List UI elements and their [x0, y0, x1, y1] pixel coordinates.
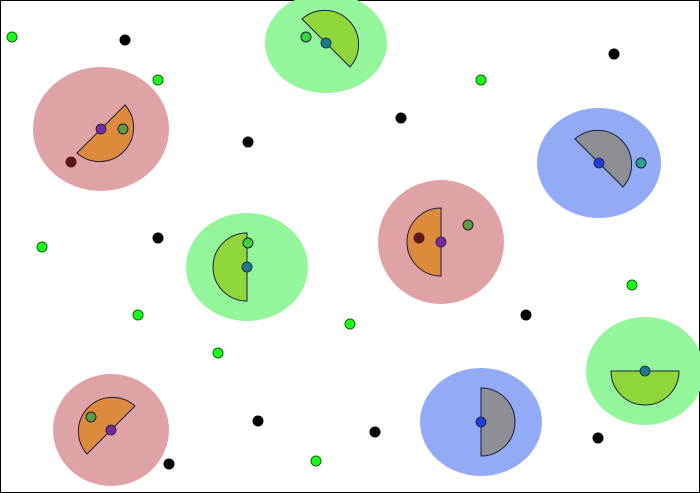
poison-pellet — [242, 136, 254, 148]
agent-red-1 — [33, 67, 169, 191]
food-pellet — [344, 318, 356, 330]
food-pellet — [132, 309, 144, 321]
agent-red-3 — [53, 374, 169, 486]
agent-blue-2 — [420, 368, 542, 476]
agent-red-3-eye — [105, 424, 117, 436]
poison-pellet — [252, 415, 264, 427]
agent-red-2-body — [406, 207, 442, 277]
agent-green-2 — [186, 213, 308, 321]
agent-red-2-eye — [435, 236, 447, 248]
food-pellet — [36, 241, 48, 253]
food-layer — [6, 31, 638, 467]
agent-green-1-eye — [320, 37, 332, 49]
agent-red-2-carried-pellet — [462, 219, 474, 231]
agent-red-1-eaten-pellet — [65, 156, 77, 168]
agent-blue-2-eye — [475, 416, 487, 428]
agent-red-2 — [378, 180, 504, 304]
agent-green-1 — [265, 0, 387, 93]
poison-pellet — [152, 232, 164, 244]
agent-red-3-body — [77, 396, 136, 455]
food-pellet — [212, 347, 224, 359]
agent-red-1-eye — [95, 123, 107, 135]
poison-pellet — [520, 309, 532, 321]
agent-blue-1 — [537, 108, 661, 218]
agent-green-2-body — [212, 232, 248, 302]
poison-pellet — [163, 458, 175, 470]
food-pellet — [310, 455, 322, 467]
agent-green-3 — [586, 317, 700, 425]
agent-red-1-carried-pellet — [117, 123, 129, 135]
agent-green-2-eye — [241, 261, 253, 273]
agent-green-1-body — [301, 9, 360, 68]
poison-pellet — [608, 48, 620, 60]
food-pellet — [626, 279, 638, 291]
food-pellet — [475, 74, 487, 86]
agent-blue-1-body — [574, 129, 633, 188]
poison-pellet — [369, 426, 381, 438]
agent-green-3-eye — [639, 365, 651, 377]
poison-pellet — [119, 34, 131, 46]
agent-blue-1-eye — [593, 157, 605, 169]
food-pellet — [6, 31, 18, 43]
agent-blue-2-body — [480, 387, 516, 457]
agent-red-3-carried-pellet — [85, 411, 97, 423]
agent-red-2-eaten-pellet — [413, 232, 425, 244]
agent-red-1-body — [76, 104, 135, 163]
poison-pellet — [592, 432, 604, 444]
agent-green-3-body — [610, 370, 680, 406]
agent-green-2-carried-pellet — [242, 237, 254, 249]
poison-layer — [119, 34, 620, 470]
food-pellet — [152, 74, 164, 86]
poison-pellet — [395, 112, 407, 124]
agent-green-1-carried-pellet — [300, 31, 312, 43]
agents-layer — [33, 0, 700, 486]
agent-blue-1-carried-pellet — [635, 157, 647, 169]
